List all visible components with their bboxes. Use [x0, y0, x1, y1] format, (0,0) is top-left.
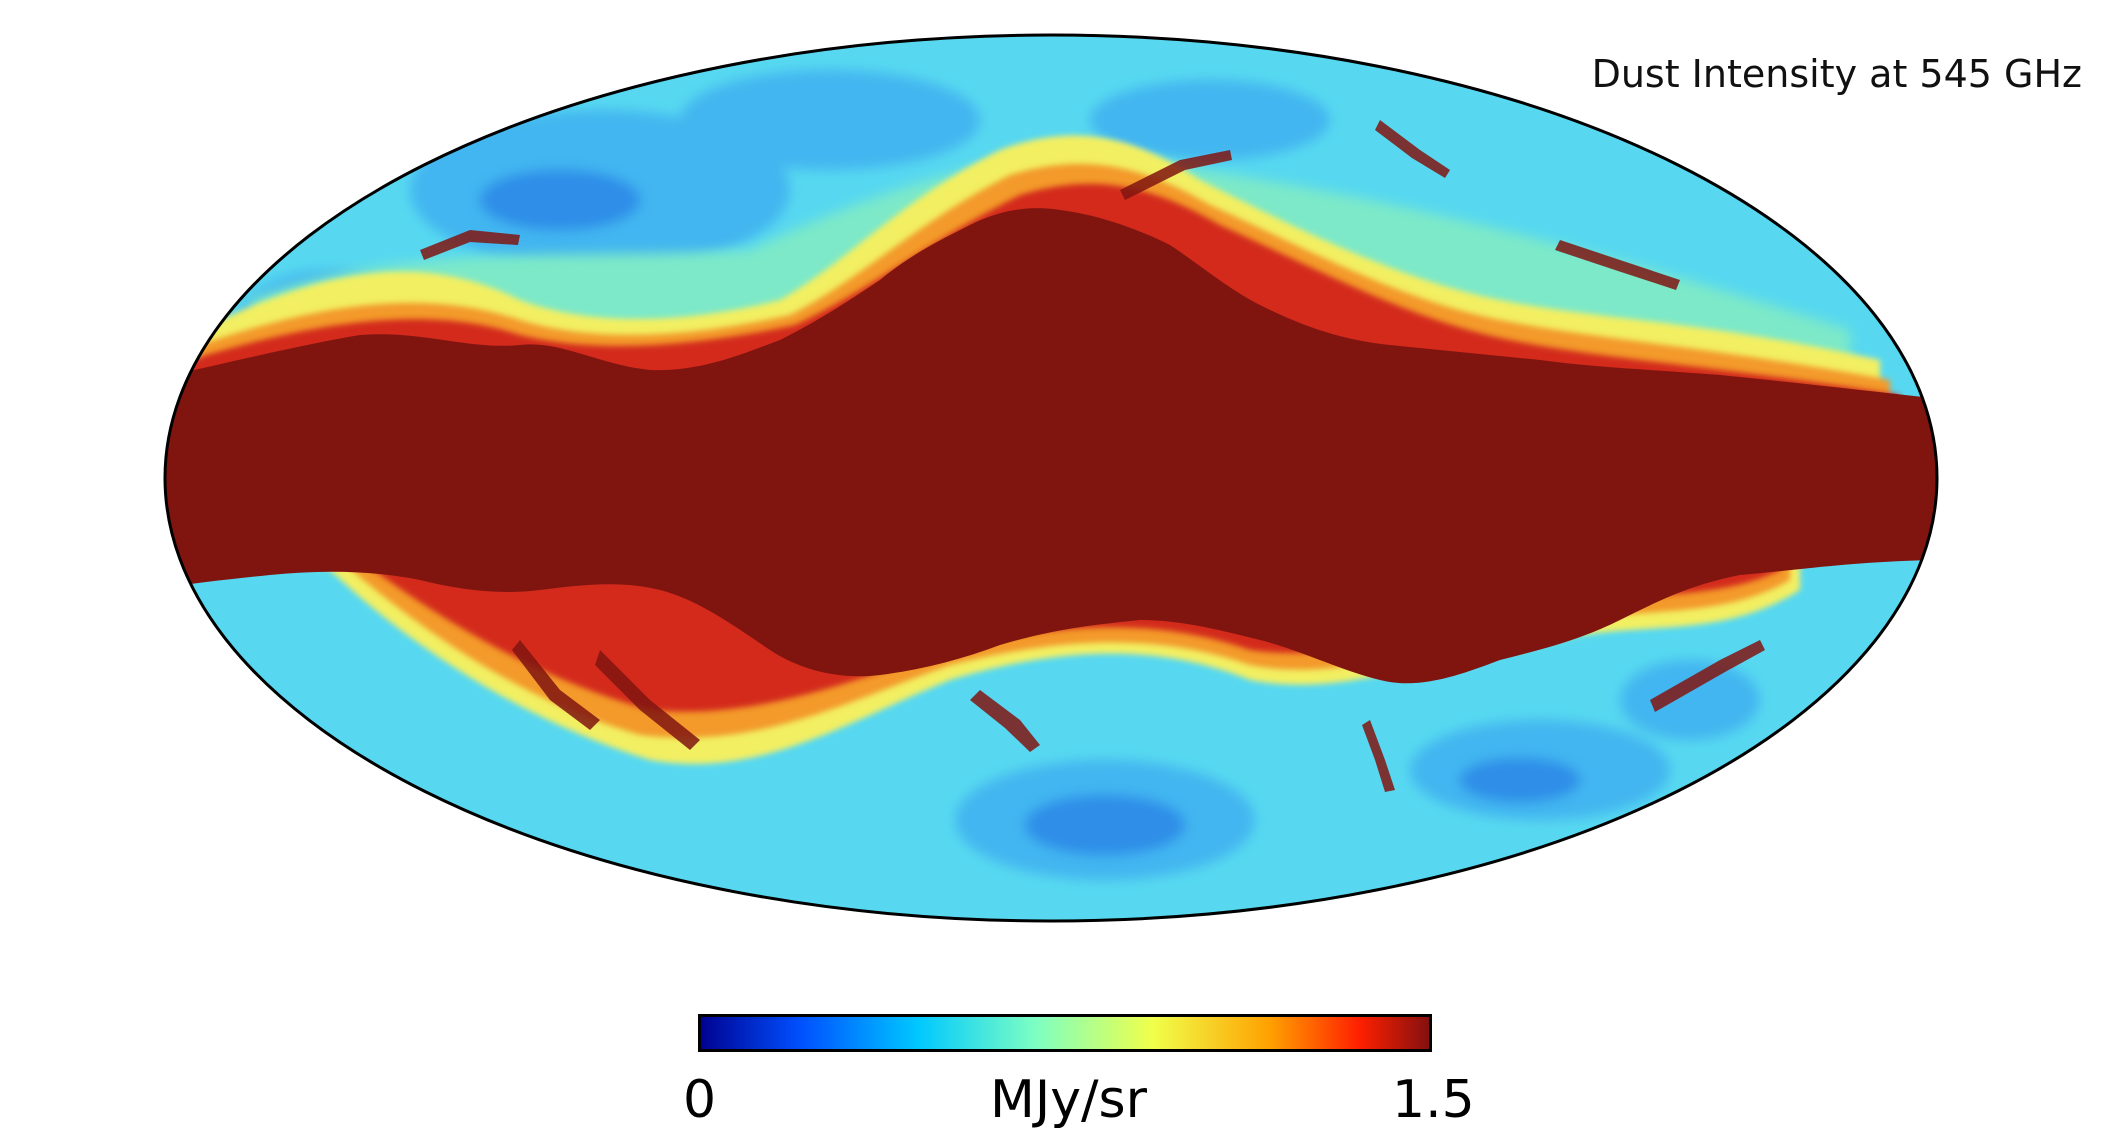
colorbar-unit-label: MJy/sr [990, 1070, 1147, 1130]
galactic-plane [165, 208, 1937, 684]
filaments [420, 120, 1765, 792]
colorbar-max-label: 1.5 [1392, 1070, 1475, 1130]
map-body [165, 35, 1937, 921]
map-title: Dust Intensity at 545 GHz [1591, 52, 2082, 96]
map-outline [163, 33, 1939, 923]
colorbar [698, 1014, 1432, 1052]
colorbar-min-label: 0 [683, 1070, 717, 1130]
colorbar-gradient [698, 1014, 1432, 1052]
